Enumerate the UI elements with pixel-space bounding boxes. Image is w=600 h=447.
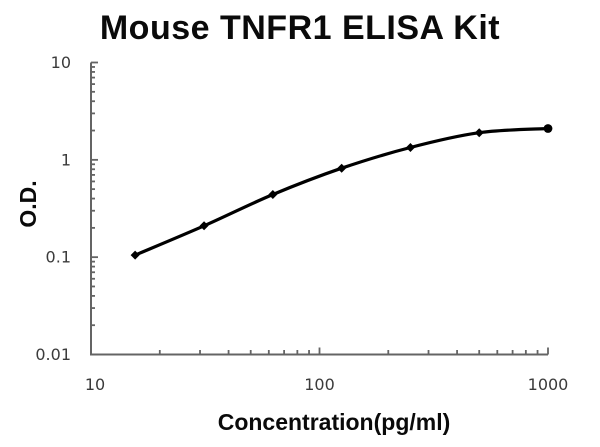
standard-curve-series <box>130 124 553 260</box>
curve-line <box>133 126 550 257</box>
x-tick-label: 1000 <box>528 375 569 394</box>
x-tick-label: 100 <box>304 375 335 394</box>
y-tick-label: 10 <box>51 53 71 72</box>
y-tick-label: 0.01 <box>35 345 71 364</box>
y-axis-title: O.D. <box>15 180 41 227</box>
data-point-marker <box>405 142 415 152</box>
y-tick-label: 0.1 <box>46 248 71 267</box>
data-point-marker <box>543 124 553 133</box>
data-point-marker <box>130 250 140 260</box>
y-tick-label: 1 <box>61 150 71 169</box>
data-point-marker <box>268 190 278 200</box>
axes <box>90 61 549 356</box>
x-tick-label: 10 <box>85 375 105 394</box>
data-point-marker <box>474 128 484 138</box>
data-point-marker <box>199 221 209 231</box>
x-axis-title: Concentration(pg/ml) <box>218 409 451 435</box>
axis-lines <box>90 62 548 356</box>
data-point-marker <box>337 163 347 173</box>
chart-title: Mouse TNFR1 ELISA Kit <box>100 9 500 47</box>
tick-labels: 10 1 0.1 0.01 10 100 1000 <box>35 53 568 394</box>
